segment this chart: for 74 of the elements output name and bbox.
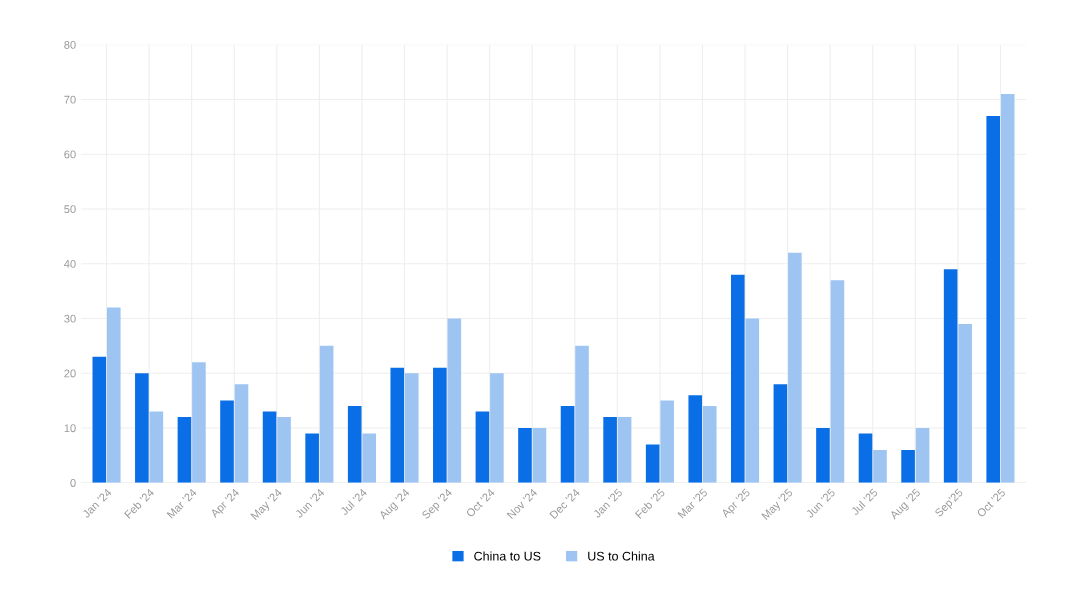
y-tick-label: 0: [70, 479, 76, 487]
bar: [277, 417, 291, 483]
x-tick-label: Sep '24: [421, 488, 455, 521]
legend-label: US to China: [588, 551, 655, 561]
bar: [305, 433, 319, 483]
bar: [106, 307, 121, 483]
y-tick-label: 20: [64, 369, 76, 378]
bar: [220, 400, 234, 483]
x-tick-label: Apr '25: [720, 488, 753, 520]
x-tick-label: Jun '25: [805, 488, 836, 519]
bar: [177, 417, 192, 483]
bar: [149, 411, 164, 483]
bar: [92, 356, 107, 483]
x-tick-label: Apr '24: [209, 488, 242, 520]
y-tick-label: 80: [64, 40, 76, 49]
bar: [490, 373, 504, 483]
bar: [873, 449, 887, 483]
bar: [192, 362, 206, 483]
legend-label: China to US: [474, 551, 541, 561]
bar: [404, 373, 419, 483]
bar: [347, 406, 362, 483]
x-tick-label: Jan '25: [592, 488, 623, 519]
x-tick-label: Jan '24: [81, 488, 113, 519]
bar: [702, 406, 717, 483]
x-tick-label: Nov '24: [506, 488, 538, 520]
bar: [745, 318, 760, 483]
bar: [560, 406, 575, 483]
y-tick-label: 10: [64, 424, 76, 433]
bar: [901, 449, 915, 483]
y-tick-label: 50: [64, 205, 76, 214]
x-tick-label: Jul '24: [339, 487, 368, 516]
y-tick-label: 30: [64, 314, 76, 323]
y-tick-label: 70: [64, 95, 76, 104]
bar: [688, 395, 703, 483]
bar: [773, 384, 788, 483]
bar: [475, 411, 490, 483]
bar: [645, 444, 660, 483]
bar: [731, 274, 745, 483]
x-tick-label: Oct '25: [976, 488, 1006, 518]
bar: [1000, 93, 1015, 483]
bar: [915, 428, 930, 483]
y-tick-label: 40: [64, 260, 76, 268]
bar: [135, 373, 149, 483]
bar: [319, 345, 334, 483]
bar: [816, 428, 830, 483]
bar: [518, 428, 532, 483]
bar: [858, 433, 873, 483]
bar: [986, 115, 1001, 483]
bar: [262, 411, 277, 483]
bar: [447, 318, 462, 483]
bar: [830, 280, 845, 483]
x-tick-label: Mar '25: [677, 488, 708, 519]
x-tick-label: Aug '24: [378, 488, 412, 522]
x-tick-label: Oct '24: [465, 488, 496, 518]
bar: [788, 252, 802, 483]
x-tick-label: Aug '25: [889, 488, 923, 522]
bar: [943, 269, 958, 483]
bar: [532, 428, 547, 483]
y-tick-label: 60: [64, 150, 76, 159]
x-tick-label: Feb '24: [123, 487, 155, 519]
x-tick-label: Mar '24: [166, 488, 198, 519]
x-tick-label: Jun '24: [294, 488, 325, 519]
bar: [234, 384, 249, 483]
bar: [433, 367, 447, 483]
bar: [575, 345, 589, 483]
x-tick-label: Feb '25: [634, 487, 666, 519]
bar: [390, 367, 405, 483]
x-tick-label: Dec '24: [549, 488, 581, 520]
bar: [660, 400, 674, 483]
bar: [617, 417, 632, 483]
x-tick-label: Jul '25: [850, 487, 879, 516]
bar: [362, 433, 376, 483]
bar: [603, 417, 617, 483]
bar: [958, 323, 972, 483]
